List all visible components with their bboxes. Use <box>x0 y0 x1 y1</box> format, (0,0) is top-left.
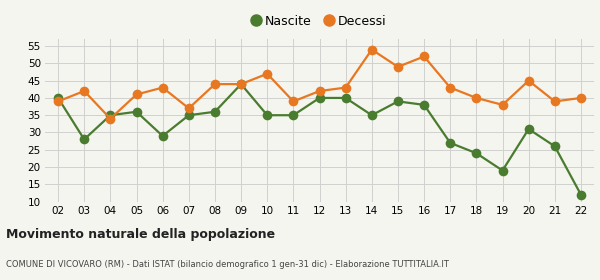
Text: Movimento naturale della popolazione: Movimento naturale della popolazione <box>6 228 275 241</box>
Legend: Nascite, Decessi: Nascite, Decessi <box>248 10 391 33</box>
Text: COMUNE DI VICOVARO (RM) - Dati ISTAT (bilancio demografico 1 gen-31 dic) - Elabo: COMUNE DI VICOVARO (RM) - Dati ISTAT (bi… <box>6 260 449 269</box>
